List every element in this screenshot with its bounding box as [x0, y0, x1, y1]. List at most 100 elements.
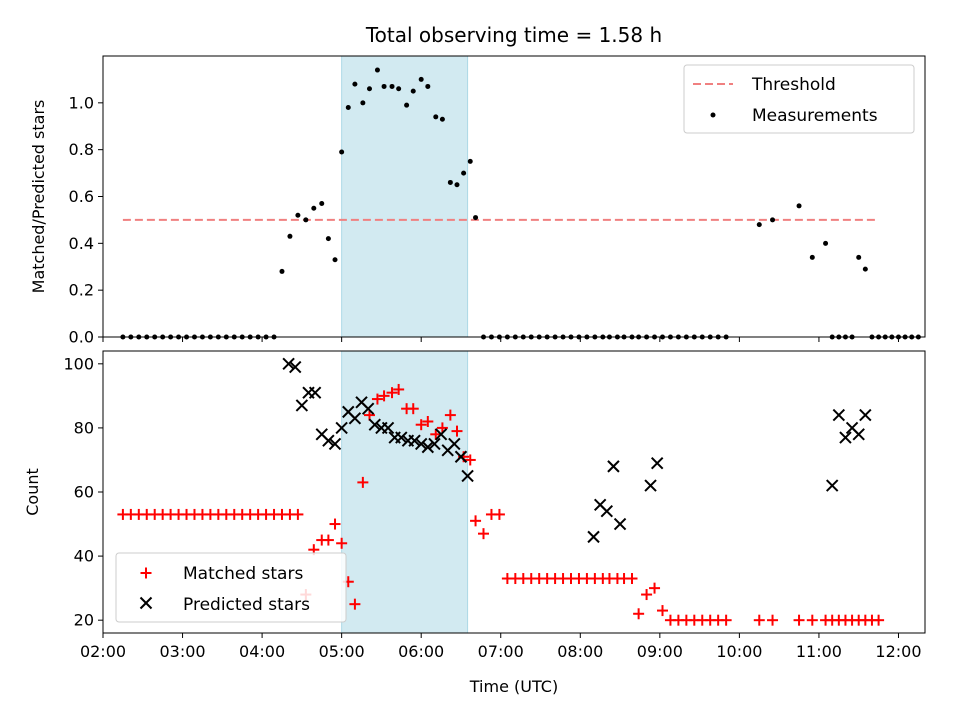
top-panel: 0.0 0.2 0.4 0.6 0.8 1.0 Total observing time …	[29, 23, 926, 347]
legend-measurements-swatch	[710, 112, 716, 118]
predicted-point	[859, 408, 872, 422]
x-tick-label: 06:00	[398, 642, 444, 661]
predicted-point	[587, 530, 600, 544]
bottom-panel: 20 40 60 80 100 02:00 03:00 04:00 05:00 06:00 07:…	[23, 350, 926, 696]
predicted-point	[428, 437, 441, 451]
matched-point	[336, 537, 348, 549]
x-tick-label: 08:00	[557, 642, 603, 661]
top-y-tick-label: 1.0	[69, 93, 94, 112]
predicted-point	[461, 469, 474, 483]
measurement-point	[396, 86, 402, 92]
matched-point	[349, 598, 361, 610]
measurement-point	[279, 268, 285, 274]
predicted-point	[408, 434, 421, 447]
predicted-point	[832, 408, 846, 422]
measurement-point	[433, 114, 439, 120]
matched-point	[322, 534, 334, 546]
matched-point	[444, 409, 456, 421]
predicted-point	[395, 431, 408, 444]
top-y-tick-label: 0.4	[69, 234, 94, 253]
bottom-y-tick-label: 80	[74, 418, 94, 437]
measurement-point	[425, 83, 431, 89]
predicted-point	[289, 360, 302, 374]
x-tick-label: 11:00	[796, 642, 842, 661]
measurement-point	[332, 257, 338, 263]
measurement-point	[352, 81, 358, 87]
top-y-tick-label: 0.8	[69, 140, 94, 159]
legend-threshold-label: Threshold	[751, 75, 836, 95]
matched-point	[415, 419, 427, 431]
predicted-point	[607, 460, 620, 473]
matched-point	[873, 614, 885, 626]
matched-point	[478, 528, 490, 540]
predicted-point	[414, 437, 428, 451]
predicted-point	[361, 402, 375, 415]
matched-point	[470, 515, 482, 527]
measurement-point	[467, 158, 473, 164]
measurement-point	[796, 203, 802, 209]
measurement-point	[295, 212, 301, 218]
predicted-point	[839, 431, 852, 444]
predicted-point	[600, 505, 614, 518]
matched-point	[407, 403, 419, 415]
predicted-point	[308, 386, 322, 399]
matched-point	[464, 454, 476, 466]
matched-point	[720, 614, 732, 626]
predicted-point	[454, 450, 468, 463]
top-y-ticks: 0.0 0.2 0.4 0.6 0.8 1.0	[69, 93, 103, 347]
matched-point	[292, 508, 304, 520]
matched-point	[357, 476, 369, 488]
measurement-point	[756, 222, 762, 228]
bottom-y-tick-label: 40	[74, 547, 94, 566]
matched-point	[422, 416, 434, 427]
legend-predicted-swatch	[139, 596, 153, 610]
x-tick-label: 03:00	[159, 642, 205, 661]
legend-predicted-label: Predicted stars	[183, 595, 310, 615]
measurement-point	[410, 88, 416, 94]
measurement-point	[339, 149, 345, 155]
top-legend-box	[683, 64, 915, 134]
measurement-point	[856, 254, 862, 260]
matched-point	[767, 614, 779, 626]
top-x-ticks	[102, 337, 899, 342]
measurement-point	[454, 182, 460, 188]
legend-predicted-marker	[139, 596, 153, 610]
bottom-y-tick-label: 60	[74, 483, 94, 502]
top-y-tick-label: 0.6	[69, 187, 94, 206]
predicted-point	[644, 479, 657, 492]
matched-point	[649, 582, 661, 594]
measurement-point	[311, 205, 317, 211]
x-tick-label: 05:00	[319, 642, 365, 661]
bottom-y-tick-label: 20	[74, 611, 94, 630]
measurement-point	[770, 217, 776, 223]
measurement-point	[345, 105, 351, 111]
x-tick-label: 04:00	[239, 642, 285, 661]
top-y-tick-label: 0.2	[69, 281, 94, 300]
predicted-point	[825, 479, 839, 492]
matched-point	[806, 614, 818, 626]
matched-point	[633, 608, 645, 620]
x-tick-label: 09:00	[637, 642, 683, 661]
predicted-point	[421, 440, 435, 454]
measurement-point	[325, 236, 331, 242]
predicted-point	[335, 421, 348, 435]
predicted-point	[328, 437, 342, 451]
top-y-label: Matched/Predicted stars	[29, 100, 48, 294]
measurement-point	[461, 170, 467, 176]
legend-measurements-label: Measurements	[752, 106, 878, 126]
bottom-predicted-points	[282, 357, 872, 544]
measurement-point	[439, 116, 445, 122]
bottom-y-label: Count	[23, 468, 42, 516]
measurement-point	[319, 201, 325, 207]
matched-point	[641, 589, 653, 601]
bottom-y-tick-label: 100	[63, 354, 94, 373]
legend-matched-label: Matched stars	[183, 564, 303, 584]
predicted-point	[613, 517, 627, 531]
matched-point	[386, 387, 398, 399]
bottom-legend: Matched stars Predicted stars	[115, 552, 347, 623]
bottom-x-label: Time (UTC)	[469, 677, 558, 696]
matched-point	[378, 390, 390, 402]
matched-point	[363, 409, 375, 421]
matched-point	[436, 422, 448, 434]
